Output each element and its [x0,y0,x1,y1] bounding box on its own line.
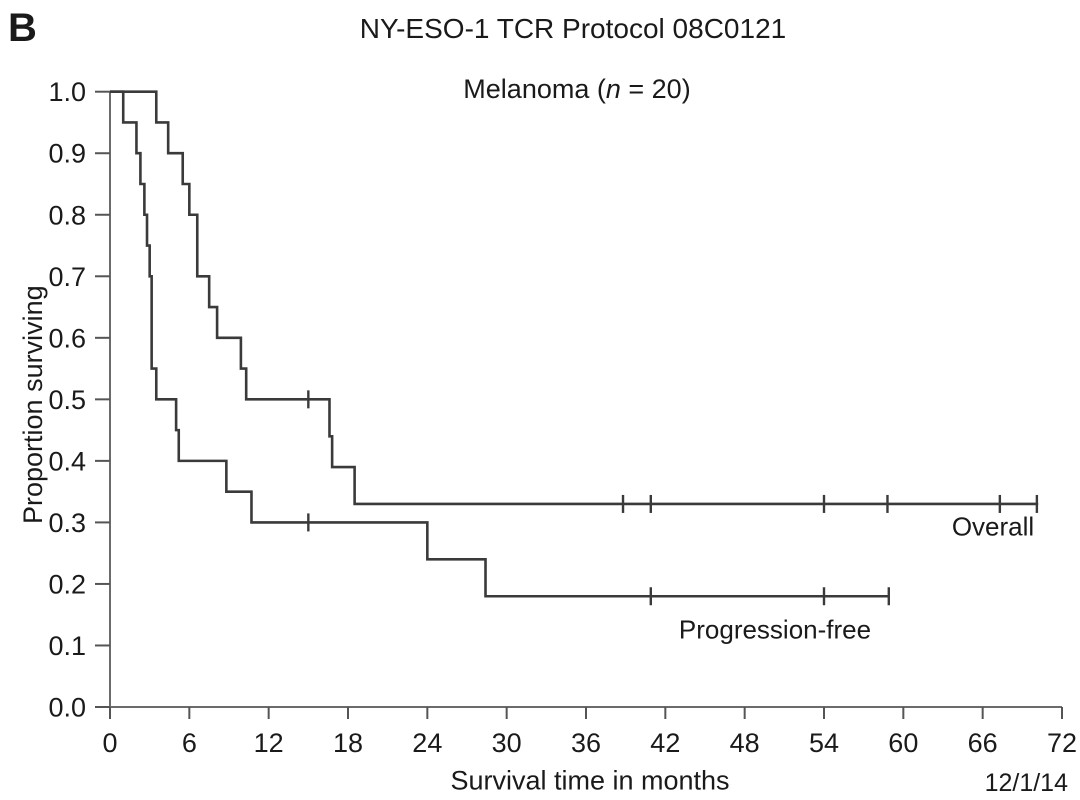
y-tick-label: 0.3 [48,508,86,538]
x-tick-label: 72 [1047,728,1077,758]
y-tick-label: 0.7 [48,262,86,292]
x-tick-label: 12 [254,728,284,758]
x-axis-label: Survival time in months [450,765,730,796]
x-tick-label: 6 [182,728,197,758]
overall-curve [110,90,1039,506]
date-annotation: 12/1/14 [984,769,1068,797]
y-tick-label: 0.5 [48,385,86,415]
y-tick-label: 0.2 [48,569,86,599]
subtitle-prefix: Melanoma ( [463,74,606,104]
y-tick-label: 0.4 [48,446,86,476]
x-tick-label: 36 [571,728,601,758]
x-tick-label: 60 [888,728,918,758]
x-tick-label: 30 [492,728,522,758]
y-tick-label: 0.6 [48,323,86,353]
panel-label: B [8,6,37,50]
y-tick-label: 1.0 [48,77,86,107]
subtitle-suffix: = 20) [620,74,691,104]
x-tick-label: 42 [650,728,680,758]
subtitle-n-italic: n [605,74,621,104]
y-axis-label: Proportion surviving [18,285,48,524]
y-tick-label: 0.8 [48,200,86,230]
y-tick-label: 0.0 [48,693,86,723]
chart-title: NY-ESO-1 TCR Protocol 08C0121 [359,13,787,44]
x-tick-label: 18 [333,728,363,758]
y-tick-label: 0.1 [48,631,86,661]
x-tick-label: 48 [730,728,760,758]
overall-curve-label: Overall [951,511,1035,542]
x-tick-label: 66 [968,728,998,758]
x-tick-label: 0 [102,728,117,758]
chart-subtitle: Melanoma (n = 20) [463,74,690,105]
progression-free-curve-label: Progression-free [678,614,872,645]
y-tick-label: 0.9 [48,139,86,169]
x-tick-label: 54 [809,728,839,758]
progression-free-curve [110,90,889,598]
x-tick-label: 24 [412,728,442,758]
